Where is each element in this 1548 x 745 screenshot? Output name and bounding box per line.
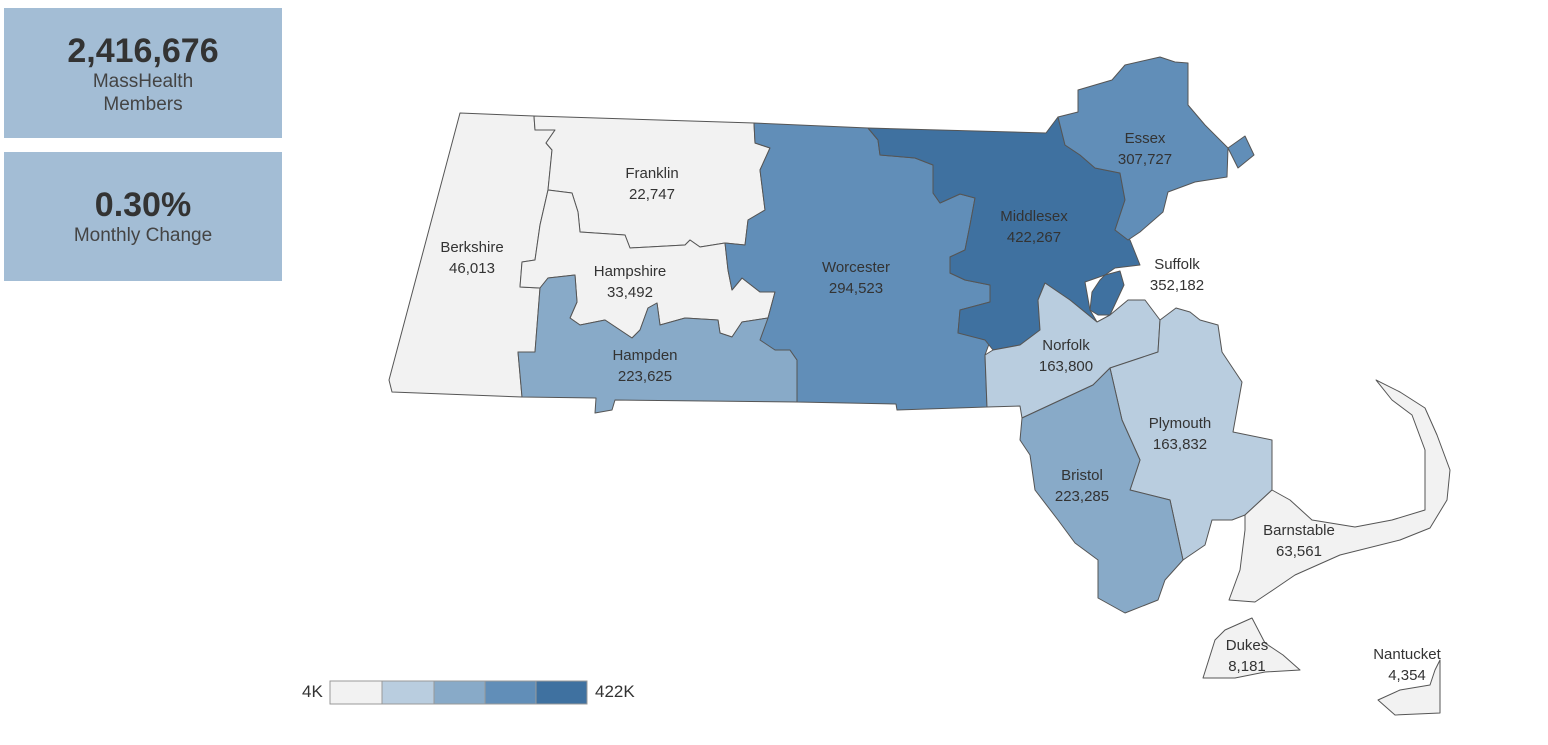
county-labels: Berkshire 46,013 Franklin 22,747 Hampshi… <box>440 130 1441 684</box>
county-label-nantucket: Nantucket <box>1373 646 1441 663</box>
color-legend: 4K 422K <box>302 680 635 705</box>
county-label-essex: Essex <box>1125 130 1166 147</box>
county-value-essex: 307,727 <box>1118 151 1172 168</box>
legend-swatch-1 <box>329 680 383 705</box>
county-value-nantucket: 4,354 <box>1388 667 1426 684</box>
county-barnstable[interactable] <box>1228 379 1451 603</box>
legend-swatch-5 <box>535 680 588 705</box>
county-value-worcester: 294,523 <box>829 280 883 297</box>
members-label-line1: MassHealth <box>92 71 194 92</box>
county-nantucket[interactable] <box>1377 659 1441 716</box>
county-label-hampshire: Hampshire <box>594 263 667 280</box>
county-label-norfolk: Norfolk <box>1042 337 1090 354</box>
legend-swatch-2 <box>381 680 435 705</box>
county-label-berkshire: Berkshire <box>440 239 503 256</box>
monthly-change-value: 0.30% <box>94 186 192 224</box>
county-bristol[interactable] <box>1019 367 1184 614</box>
county-label-bristol: Bristol <box>1061 467 1103 484</box>
members-label-line2: Members <box>103 94 183 115</box>
members-kpi-card: 2,416,676 MassHealth Members <box>4 8 282 138</box>
county-value-hampden: 223,625 <box>618 368 672 385</box>
county-value-hampshire: 33,492 <box>607 284 653 301</box>
county-value-norfolk: 163,800 <box>1039 358 1093 375</box>
county-essex[interactable] <box>1057 56 1229 241</box>
county-value-middlesex: 422,267 <box>1007 229 1061 246</box>
county-value-barnstable: 63,561 <box>1276 543 1322 560</box>
county-value-franklin: 22,747 <box>629 186 675 203</box>
county-label-middlesex: Middlesex <box>1000 208 1068 225</box>
county-suffolk[interactable] <box>1089 270 1125 316</box>
county-label-franklin: Franklin <box>625 165 678 182</box>
county-value-plymouth: 163,832 <box>1153 436 1207 453</box>
county-hampden[interactable] <box>517 274 798 414</box>
county-label-worcester: Worcester <box>822 259 890 276</box>
county-value-berkshire: 46,013 <box>449 260 495 277</box>
legend-swatch-4 <box>484 680 537 705</box>
county-label-plymouth: Plymouth <box>1149 415 1212 432</box>
members-count: 2,416,676 <box>67 32 219 70</box>
legend-max-label: 422K <box>595 682 635 701</box>
county-label-suffolk: Suffolk <box>1154 256 1200 273</box>
county-value-bristol: 223,285 <box>1055 488 1109 505</box>
county-label-hampden: Hampden <box>612 347 677 364</box>
monthly-change-kpi-card: 0.30% Monthly Change <box>4 152 282 281</box>
county-label-dukes: Dukes <box>1226 637 1269 654</box>
county-dukes[interactable] <box>1202 617 1301 679</box>
county-value-dukes: 8,181 <box>1228 658 1266 675</box>
county-label-barnstable: Barnstable <box>1263 522 1335 539</box>
legend-swatch-3 <box>433 680 486 705</box>
monthly-change-label: Monthly Change <box>73 225 213 246</box>
legend-min-label: 4K <box>302 682 323 701</box>
county-essex-cape-ann[interactable] <box>1227 135 1255 169</box>
county-value-suffolk: 352,182 <box>1150 277 1204 294</box>
